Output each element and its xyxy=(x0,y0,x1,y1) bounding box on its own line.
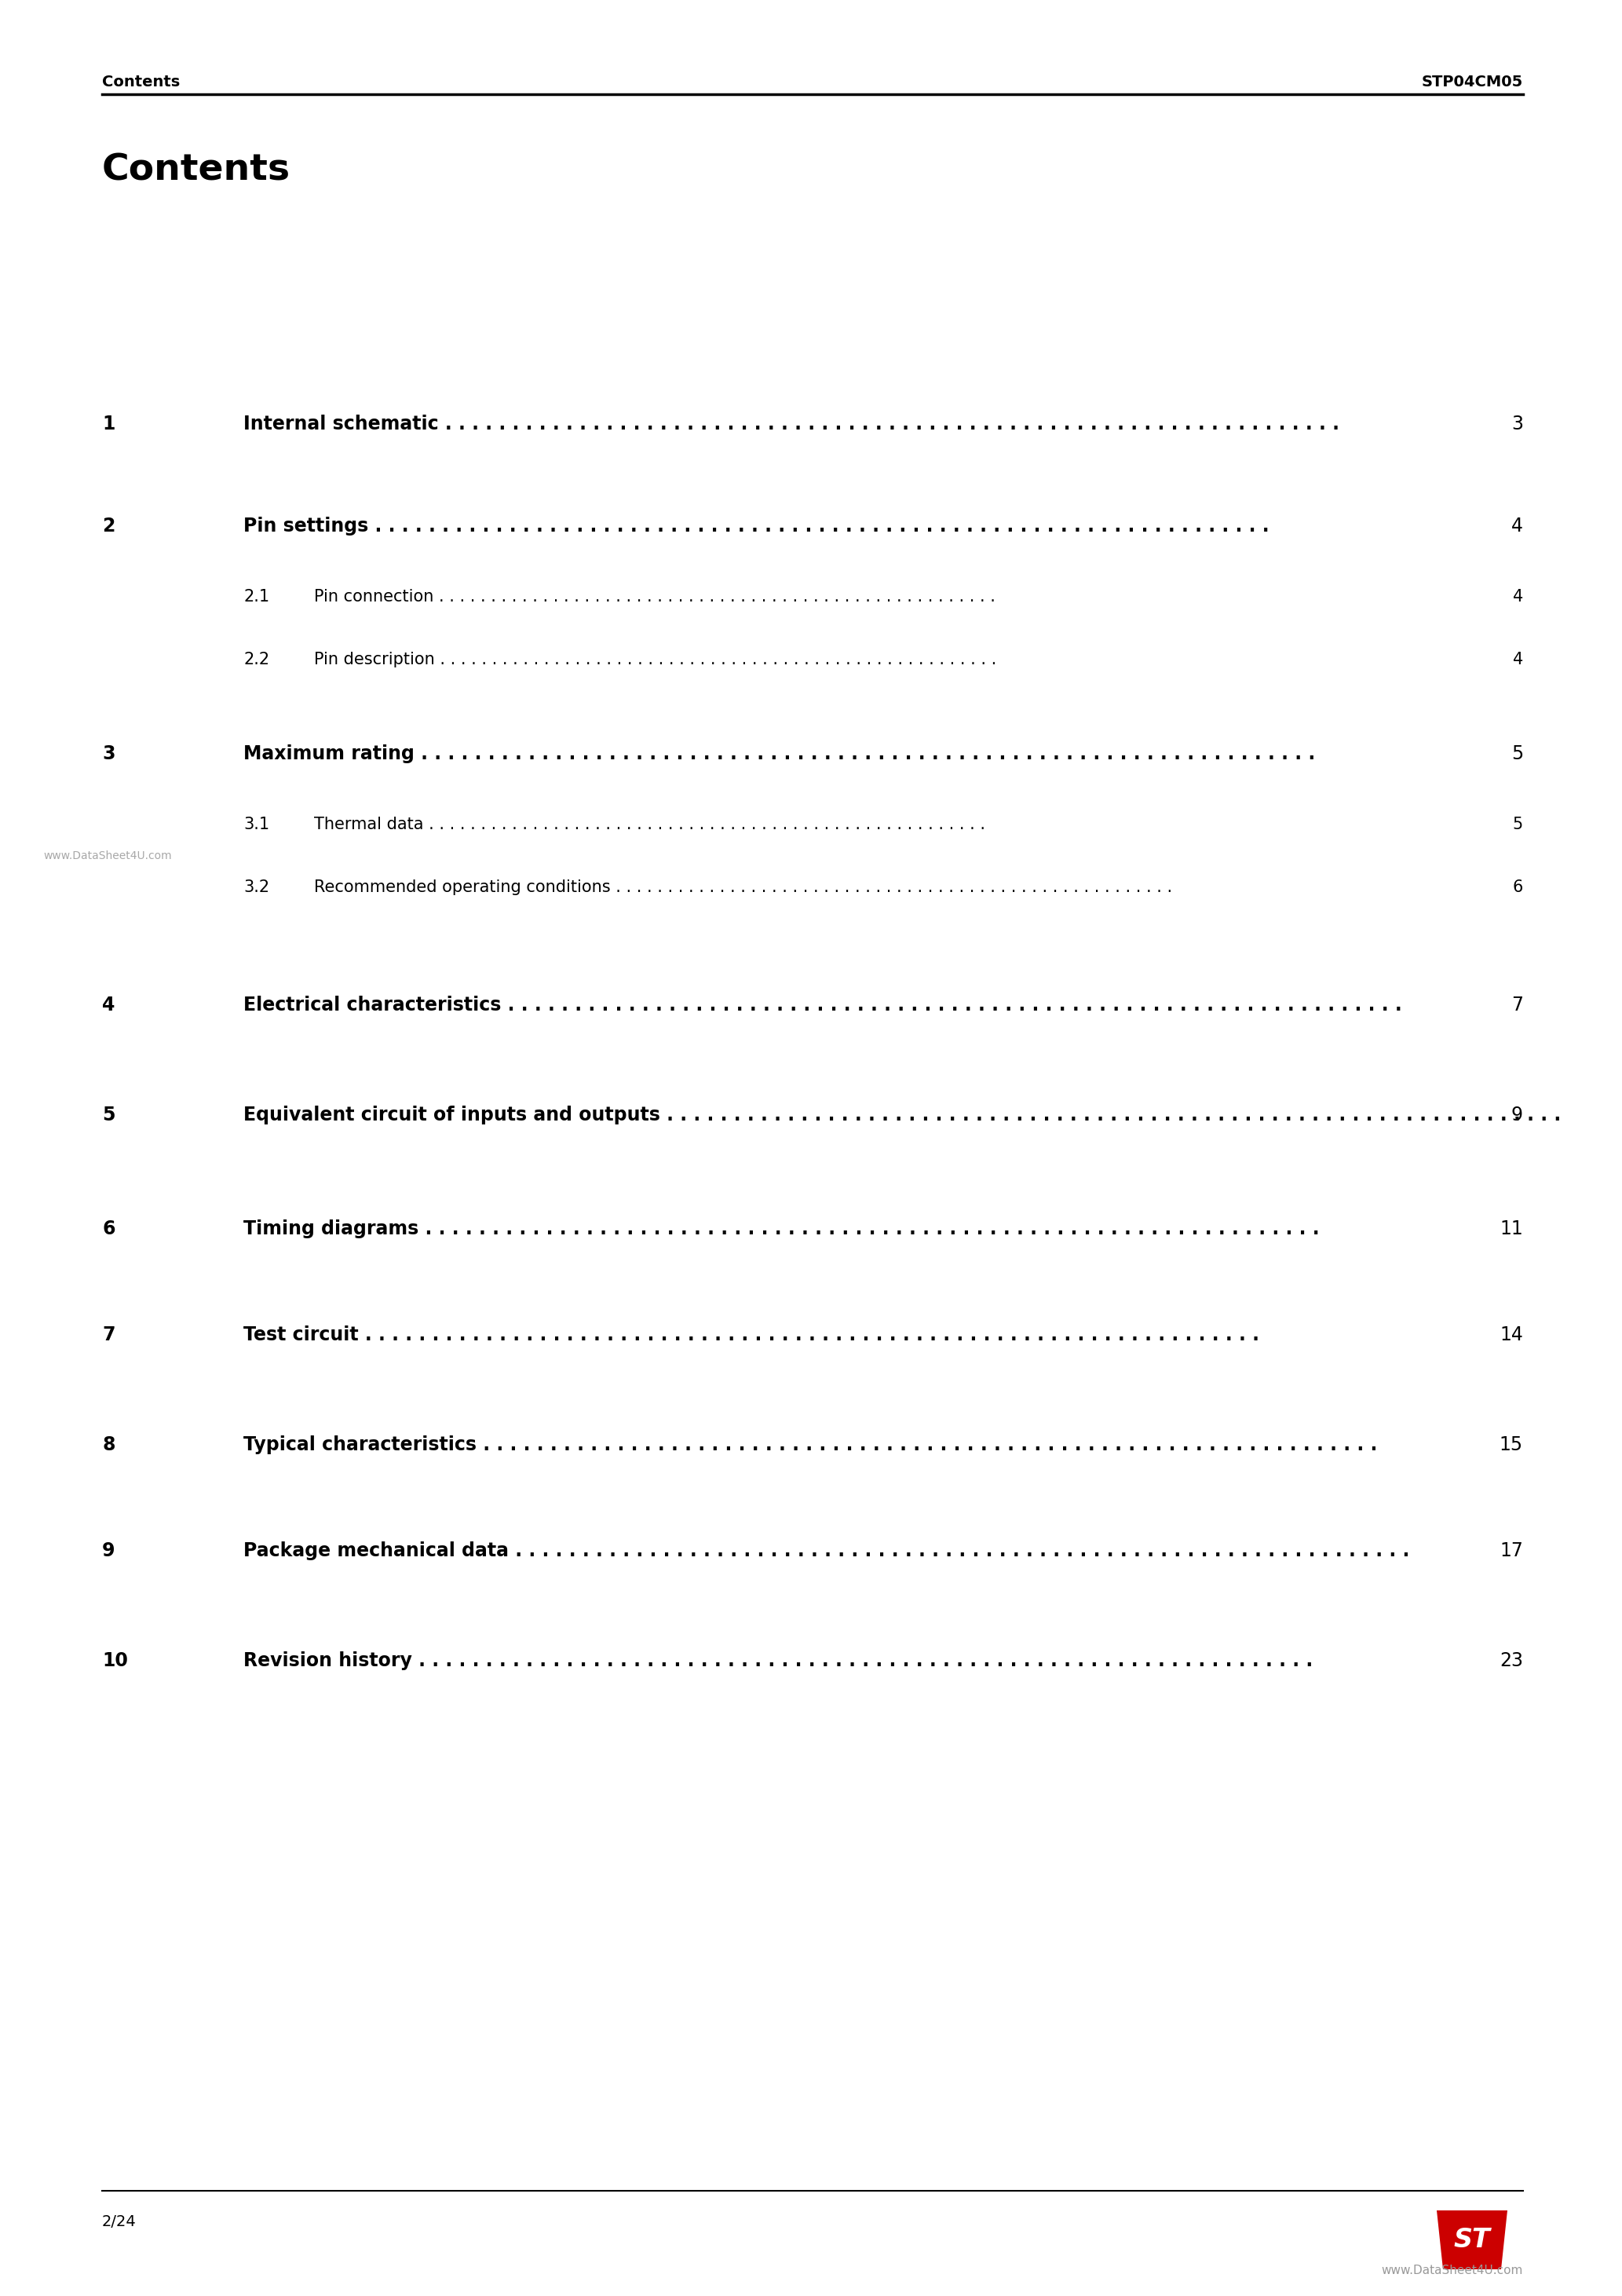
Text: ST: ST xyxy=(1453,2227,1491,2252)
Text: 3: 3 xyxy=(1512,416,1523,434)
Text: Package mechanical data . . . . . . . . . . . . . . . . . . . . . . . . . . . . : Package mechanical data . . . . . . . . … xyxy=(243,1541,1410,1561)
Text: STP04CM05: STP04CM05 xyxy=(1421,73,1523,90)
Text: Equivalent circuit of inputs and outputs . . . . . . . . . . . . . . . . . . . .: Equivalent circuit of inputs and outputs… xyxy=(243,1107,1560,1125)
Text: Typical characteristics . . . . . . . . . . . . . . . . . . . . . . . . . . . . : Typical characteristics . . . . . . . . … xyxy=(243,1435,1377,1453)
Text: Thermal data . . . . . . . . . . . . . . . . . . . . . . . . . . . . . . . . . .: Thermal data . . . . . . . . . . . . . .… xyxy=(315,817,985,833)
Text: Contents: Contents xyxy=(102,73,180,90)
Text: Recommended operating conditions . . . . . . . . . . . . . . . . . . . . . . . .: Recommended operating conditions . . . .… xyxy=(315,879,1173,895)
Text: 9: 9 xyxy=(1512,1107,1523,1125)
Text: 15: 15 xyxy=(1499,1435,1523,1453)
Text: Electrical characteristics . . . . . . . . . . . . . . . . . . . . . . . . . . .: Electrical characteristics . . . . . . .… xyxy=(243,996,1401,1015)
Text: 17: 17 xyxy=(1500,1541,1523,1561)
Text: 3.2: 3.2 xyxy=(243,879,269,895)
Text: 23: 23 xyxy=(1499,1651,1523,1669)
Text: 14: 14 xyxy=(1500,1325,1523,1343)
Text: Maximum rating . . . . . . . . . . . . . . . . . . . . . . . . . . . . . . . . .: Maximum rating . . . . . . . . . . . . .… xyxy=(243,744,1315,762)
Text: 6: 6 xyxy=(102,1219,115,1238)
Text: Pin description . . . . . . . . . . . . . . . . . . . . . . . . . . . . . . . . : Pin description . . . . . . . . . . . . … xyxy=(315,652,996,668)
Text: 7: 7 xyxy=(102,1325,115,1343)
Text: 4: 4 xyxy=(1513,652,1523,668)
Text: 3: 3 xyxy=(102,744,115,762)
Text: 2: 2 xyxy=(102,517,115,535)
Text: 5: 5 xyxy=(102,1107,115,1125)
Text: 2/24: 2/24 xyxy=(102,2213,136,2229)
Text: 9: 9 xyxy=(102,1541,115,1561)
Text: 5: 5 xyxy=(1512,744,1523,762)
Text: Contents: Contents xyxy=(102,154,290,188)
Text: 7: 7 xyxy=(1512,996,1523,1015)
Text: 1: 1 xyxy=(102,416,115,434)
Text: Revision history . . . . . . . . . . . . . . . . . . . . . . . . . . . . . . . .: Revision history . . . . . . . . . . . .… xyxy=(243,1651,1312,1669)
Text: 11: 11 xyxy=(1500,1219,1523,1238)
Text: Test circuit . . . . . . . . . . . . . . . . . . . . . . . . . . . . . . . . . .: Test circuit . . . . . . . . . . . . . .… xyxy=(243,1325,1259,1343)
Text: 2.2: 2.2 xyxy=(243,652,269,668)
Text: 10: 10 xyxy=(102,1651,128,1669)
Text: 8: 8 xyxy=(102,1435,115,1453)
Text: 2.1: 2.1 xyxy=(243,588,269,604)
Text: Pin connection . . . . . . . . . . . . . . . . . . . . . . . . . . . . . . . . .: Pin connection . . . . . . . . . . . . .… xyxy=(315,588,996,604)
Text: Pin settings . . . . . . . . . . . . . . . . . . . . . . . . . . . . . . . . . .: Pin settings . . . . . . . . . . . . . .… xyxy=(243,517,1268,535)
Text: www.DataSheet4U.com: www.DataSheet4U.com xyxy=(1382,2264,1523,2278)
Polygon shape xyxy=(1437,2211,1507,2268)
Text: 5: 5 xyxy=(1513,817,1523,833)
Text: 3.1: 3.1 xyxy=(243,817,269,833)
Text: 4: 4 xyxy=(1512,517,1523,535)
Text: Internal schematic . . . . . . . . . . . . . . . . . . . . . . . . . . . . . . .: Internal schematic . . . . . . . . . . .… xyxy=(243,416,1340,434)
Text: 4: 4 xyxy=(102,996,115,1015)
Text: www.DataSheet4U.com: www.DataSheet4U.com xyxy=(44,850,172,861)
Text: 6: 6 xyxy=(1513,879,1523,895)
Text: 4: 4 xyxy=(1513,588,1523,604)
Text: Timing diagrams . . . . . . . . . . . . . . . . . . . . . . . . . . . . . . . . : Timing diagrams . . . . . . . . . . . . … xyxy=(243,1219,1319,1238)
